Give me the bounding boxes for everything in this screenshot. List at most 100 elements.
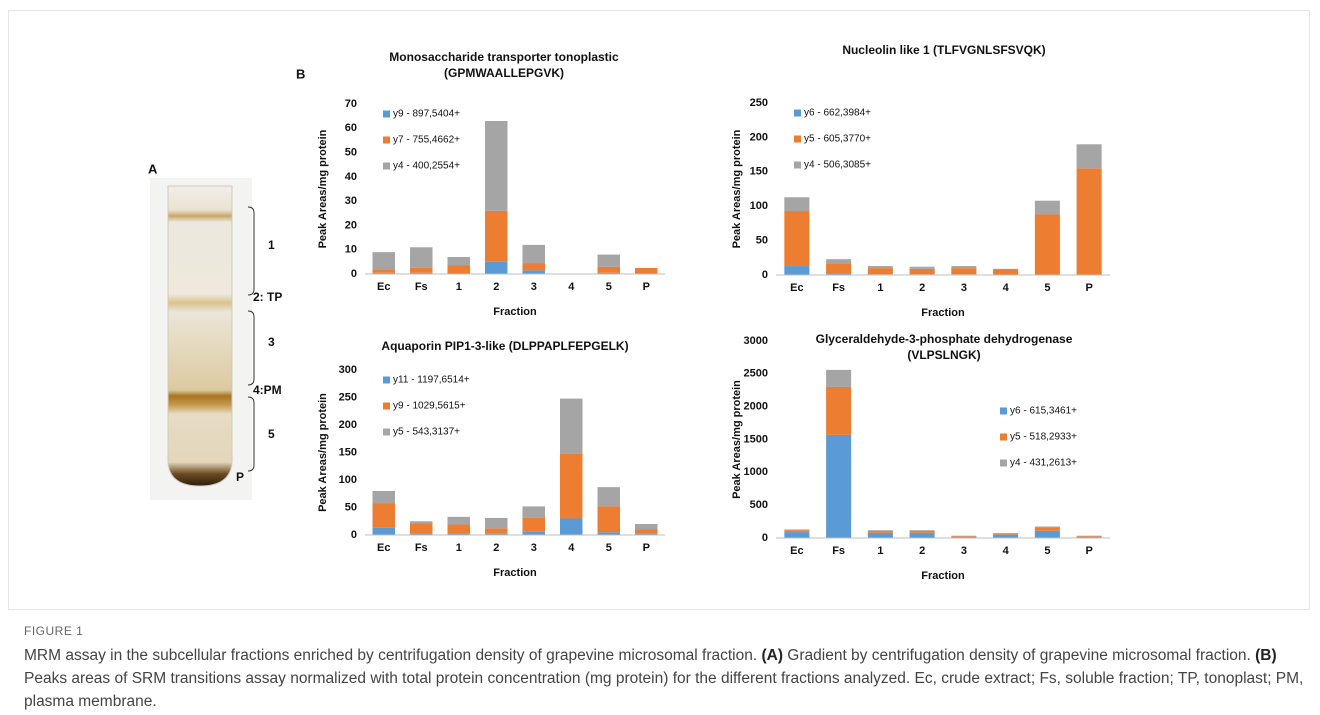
legend-label: y6 - 662,3984+ [804, 108, 871, 119]
x-axis-label: Fraction [921, 307, 965, 319]
y-tick-label: 250 [750, 97, 768, 109]
x-tick-label: 2 [919, 545, 925, 557]
bar-segment [635, 533, 658, 535]
x-tick-label: 5 [606, 542, 612, 554]
x-tick-label: 3 [961, 545, 967, 557]
legend-swatch [383, 110, 390, 118]
x-tick-label: 1 [456, 281, 462, 293]
chart-title: (VLPSLNGK) [907, 348, 980, 362]
legend-swatch [794, 135, 801, 143]
legend-label: y11 - 1197,6514+ [393, 375, 470, 386]
bar-segment [560, 518, 583, 535]
bar-segment [597, 532, 620, 535]
bar-segment [410, 247, 433, 268]
panel-label: B [296, 66, 305, 81]
y-tick-label: 200 [750, 131, 768, 143]
y-tick-label: 0 [351, 529, 357, 541]
legend-label: y4 - 506,3085+ [804, 160, 871, 171]
fraction-label: 4:PM [253, 383, 282, 397]
bar-segment [1034, 527, 1060, 531]
y-tick-label: 1500 [744, 433, 768, 445]
bar-segment [447, 265, 470, 274]
legend-swatch [383, 162, 390, 170]
bar-segment [867, 530, 893, 531]
x-tick-label: Fs [832, 282, 845, 294]
y-tick-label: 100 [339, 474, 357, 486]
legend-swatch [794, 161, 801, 169]
bar-segment [826, 386, 852, 435]
bar-segment [597, 266, 620, 273]
bar-segment [993, 534, 1019, 538]
y-tick-label: 0 [351, 268, 357, 280]
x-tick-label: 4 [1003, 282, 1010, 294]
legend-label: y4 - 400,2554+ [393, 161, 460, 172]
bracket [247, 206, 255, 472]
bar-segment [993, 533, 1019, 535]
figure-frame [8, 10, 1310, 610]
bar-segment [826, 369, 852, 387]
bar-segment [522, 244, 545, 264]
x-tick-label: 5 [1044, 282, 1050, 294]
x-axis-label: Fraction [493, 306, 537, 318]
x-tick-label: 2 [493, 542, 499, 554]
y-tick-label: 2000 [744, 401, 768, 413]
x-tick-label: P [1085, 282, 1092, 294]
caption-part: (B) [1255, 647, 1277, 664]
x-tick-label: Ec [790, 545, 803, 557]
x-tick-label: P [643, 281, 650, 293]
bar-segment [522, 270, 545, 274]
bar-segment [410, 272, 433, 274]
bar-segment [597, 487, 620, 507]
bar-segment [784, 532, 810, 538]
bar-segment [372, 503, 395, 528]
bar-segment [372, 252, 395, 270]
bar-segment [1034, 214, 1060, 275]
bar-segment [410, 267, 433, 273]
x-tick-label: P [1085, 545, 1092, 557]
legend-swatch [383, 402, 390, 410]
y-axis-label: Peak Areas/mg protein [731, 129, 743, 248]
x-tick-label: Fs [415, 542, 428, 554]
y-tick-label: 500 [750, 499, 768, 511]
chart-title: Aquaporin PIP1-3-like (DLPPAPLFEPGELK) [381, 339, 628, 353]
x-tick-label: 5 [606, 281, 612, 293]
bar-segment [1076, 168, 1102, 275]
bar-segment [1076, 536, 1102, 537]
bar-segment [909, 530, 935, 531]
y-tick-label: 20 [345, 219, 357, 231]
y-tick-label: 3000 [744, 335, 768, 347]
bar-segment [560, 398, 583, 454]
bar-segment [909, 266, 935, 269]
legend-swatch [794, 109, 801, 117]
bar-segment [826, 259, 852, 264]
legend-swatch [1000, 407, 1007, 415]
bar-segment [784, 529, 810, 531]
legend-label: y9 - 897,5404+ [393, 109, 460, 120]
x-tick-label: 3 [531, 542, 537, 554]
bar-segment [372, 272, 395, 274]
bar-segment [951, 268, 977, 275]
bar-segment [951, 266, 977, 269]
bar-segment [784, 211, 810, 267]
x-tick-label: 1 [877, 545, 883, 557]
bar-segment [485, 528, 508, 534]
x-tick-label: Ec [377, 281, 390, 293]
legend-label: y6 - 615,3461+ [1010, 406, 1077, 417]
x-tick-label: 3 [961, 282, 967, 294]
chart-title: (GPMWAALLEPGVK) [444, 66, 564, 80]
legend-label: y5 - 605,3770+ [804, 134, 871, 145]
bar-segment [372, 269, 395, 273]
bar-segment [485, 210, 508, 262]
bar-segment [597, 272, 620, 274]
legend-swatch [383, 376, 390, 384]
legend-label: y5 - 543,3137+ [393, 427, 460, 438]
bar-segment [447, 516, 470, 525]
y-tick-label: 10 [345, 244, 357, 256]
y-axis-label: Peak Areas/mg protein [317, 129, 329, 248]
x-tick-label: P [643, 542, 650, 554]
bar-segment [1034, 526, 1060, 528]
legend-label: y9 - 1029,5615+ [393, 401, 466, 412]
bar-segment [909, 530, 935, 533]
bar-segment [522, 517, 545, 532]
